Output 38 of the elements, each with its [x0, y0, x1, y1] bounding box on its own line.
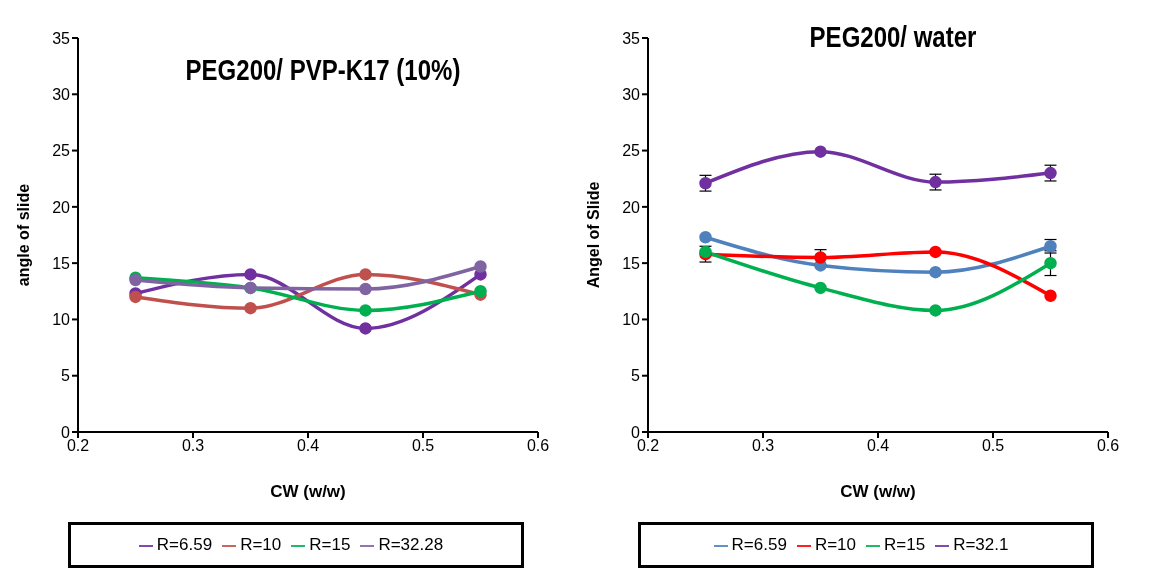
x-tick-label: 0.4 — [866, 437, 890, 455]
x-tick-label: 0.3 — [751, 437, 775, 455]
y-axis-title: angle of slide — [14, 183, 32, 287]
x-tick-label: 0.4 — [296, 437, 320, 455]
x-axis-title: CW (w/w) — [840, 482, 916, 501]
x-tick-label: 0.5 — [981, 437, 1005, 455]
legend-label: R=32.1 — [953, 535, 1009, 554]
x-tick-label: 0.2 — [636, 437, 660, 455]
y-tick-label: 25 — [622, 142, 641, 160]
legend-label: R=6.59 — [731, 535, 787, 554]
x-axis-title: CW (w/w) — [270, 482, 346, 501]
x-tick-label: 0.6 — [1096, 437, 1120, 455]
x-tick-label: 0.3 — [181, 437, 205, 455]
y-tick-label: 5 — [631, 367, 641, 385]
y-tick-label: 20 — [622, 198, 641, 216]
y-tick-label: 35 — [52, 29, 71, 47]
legend-label: R=10 — [814, 535, 856, 554]
y-tick-label: 15 — [52, 254, 71, 272]
y-tick-label: 30 — [52, 85, 71, 103]
legend-label: R=15 — [309, 535, 351, 554]
x-tick-label: 0.5 — [411, 437, 435, 455]
text: PEG200/ PVP-K17 (10%) — [184, 53, 462, 87]
y-axis-title: Angel of Slide — [584, 181, 602, 289]
y-tick-label: 5 — [61, 367, 71, 385]
y-tick-label: 25 — [52, 142, 71, 160]
legend-label: R=6.59 — [156, 535, 213, 554]
x-tick-label: 0.2 — [66, 437, 90, 455]
y-tick-label: 20 — [52, 198, 71, 216]
y-tick-label: 15 — [622, 254, 641, 272]
chart-title: PEG200/ water — [808, 20, 978, 54]
legend-label: R=10 — [240, 535, 282, 554]
x-tick-label: 0.6 — [526, 437, 550, 455]
y-tick-label: 30 — [622, 85, 641, 103]
legend-label: R=32.28 — [378, 535, 444, 554]
y-tick-label: 10 — [52, 311, 71, 329]
legend-label: R=15 — [884, 535, 926, 554]
y-tick-label: 10 — [622, 311, 641, 329]
y-tick-label: 35 — [622, 29, 641, 47]
